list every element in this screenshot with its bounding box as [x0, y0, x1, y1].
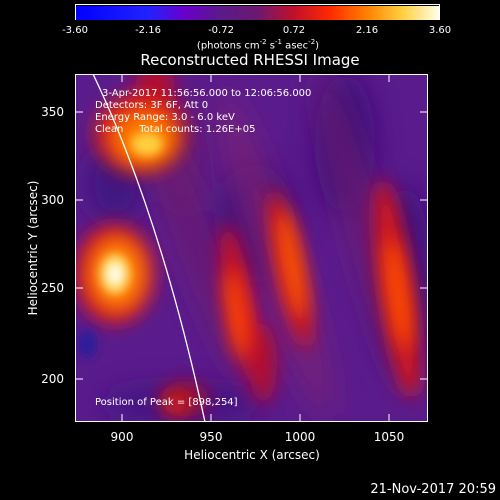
x-tick-label: 950	[199, 430, 223, 444]
x-axis-label: Heliocentric X (arcsec)	[184, 448, 320, 462]
x-tick-label: 900	[110, 430, 134, 444]
colorbar-tick: -2.16	[135, 25, 161, 36]
image-title: Reconstructed RHESSI Image	[140, 51, 360, 69]
colorbar-tick: -3.60	[62, 25, 88, 36]
y-tick-label: 300	[41, 193, 64, 207]
peak-position-annotation: Position of Peak = [898,254]	[95, 397, 238, 408]
time-range-annotation: 3-Apr-2017 11:56:56.000 to 12:06:56.000	[102, 88, 312, 99]
colorbar-tick: 2.16	[355, 25, 379, 36]
solar-limb-line	[92, 74, 206, 422]
footer-timestamp: 21-Nov-2017 20:59	[370, 482, 496, 497]
rhessi-image-plot: 3-Apr-2017 11:56:56.000 to 12:06:56.000 …	[75, 74, 428, 422]
y-axis-label: Heliocentric Y (arcsec)	[26, 180, 40, 316]
rhessi-image	[75, 74, 428, 422]
colorbar-tick: -0.72	[208, 25, 234, 36]
energy-range-annotation: Energy Range: 3.0 - 6.0 keV	[95, 112, 235, 123]
colorbar-tick: 0.72	[282, 25, 306, 36]
detectors-annotation: Detectors: 3F 6F, Att 0	[95, 100, 209, 111]
y-tick-label: 250	[41, 281, 64, 295]
y-tick-label: 350	[41, 105, 64, 119]
colorbar-units: (photons cm-2 s-1 asec-2)	[196, 38, 320, 52]
x-tick-label: 1050	[373, 430, 405, 444]
method-annotation: Clean Total counts: 1.26E+05	[95, 124, 256, 135]
color-scale-bar	[75, 4, 440, 20]
x-tick-label: 1000	[284, 430, 316, 444]
colorbar-tick: 3.60	[428, 25, 452, 36]
y-tick-label: 200	[41, 372, 64, 386]
